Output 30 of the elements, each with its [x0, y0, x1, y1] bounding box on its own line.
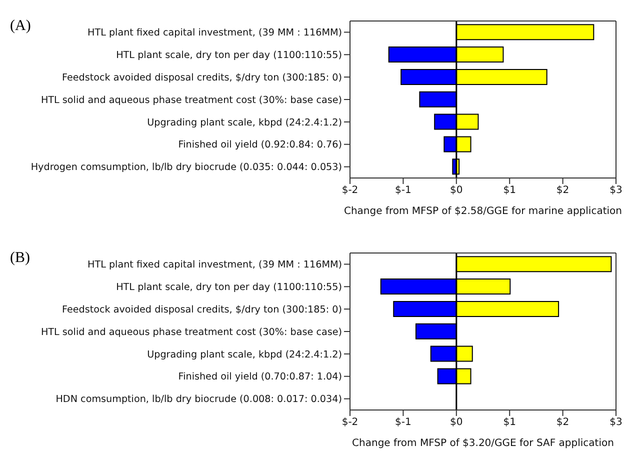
- x-tick-label: $2: [556, 185, 570, 196]
- y-tick-label: HTL plant fixed capital investment, (39 MM : 116MM): [88, 260, 342, 271]
- text: (A): [10, 18, 31, 35]
- y-tick-label: HTL solid and aqueous phase treatment cost (30%: base case): [40, 94, 342, 106]
- y-tick-label: Upgrading plant scale, kbpd (24:2.4:1.2): [147, 117, 342, 128]
- y-tick-label: Upgrading plant scale, kbpd (24:2.4:1.2): [147, 349, 342, 360]
- x-tick-label: $2: [556, 417, 570, 428]
- y-tick-label: HDN comsumption, lb/lb dry biocrude (0.008: 0.017: 0.034): [56, 394, 342, 406]
- y-tick-label: Hydrogen comsumption, lb/lb dry biocrude (0.035: 0.044: 0.053): [30, 162, 342, 174]
- y-tick-label: HTL plant scale, dry ton per day (1100:110:55): [116, 50, 342, 62]
- y-tick-label: HTL plant fixed capital investment, (39 MM : 116MM): [88, 28, 342, 39]
- y-tick-label: Finished oil yield (0.70:0.87: 1.04): [178, 372, 342, 383]
- y-tick-label: Finished oil yield (0.92:0.84: 0.76): [178, 140, 342, 151]
- text: (B): [10, 250, 30, 267]
- y-tick-label: HTL plant scale, dry ton per day (1100:110:55): [116, 282, 342, 294]
- x-tick-label: $0: [450, 185, 463, 196]
- x-tick-label: $1: [503, 185, 516, 196]
- y-tick-label: Feedstock avoided disposal credits, $/dry ton (300:185: 0): [62, 304, 342, 316]
- x-axis-title: Change from MFSP of $2.58/GGE for marine application: [344, 206, 622, 217]
- x-tick-label: $-1: [395, 185, 412, 196]
- x-axis-title: Change from MFSP of $3.20/GGE for SAF application: [352, 438, 614, 449]
- x-tick-label: $3: [610, 185, 622, 196]
- y-tick-label: Feedstock avoided disposal credits, $/dry ton (300:185: 0): [62, 72, 342, 84]
- y-tick-label: HTL solid and aqueous phase treatment cost (30%: base case): [40, 326, 342, 338]
- x-tick-label: $3: [610, 417, 622, 428]
- x-tick-label: $0: [450, 417, 463, 428]
- x-tick-label: $-2: [342, 185, 358, 196]
- x-tick-label: $1: [503, 417, 516, 428]
- x-tick-label: $-2: [342, 417, 358, 428]
- x-tick-label: $-1: [395, 417, 412, 428]
